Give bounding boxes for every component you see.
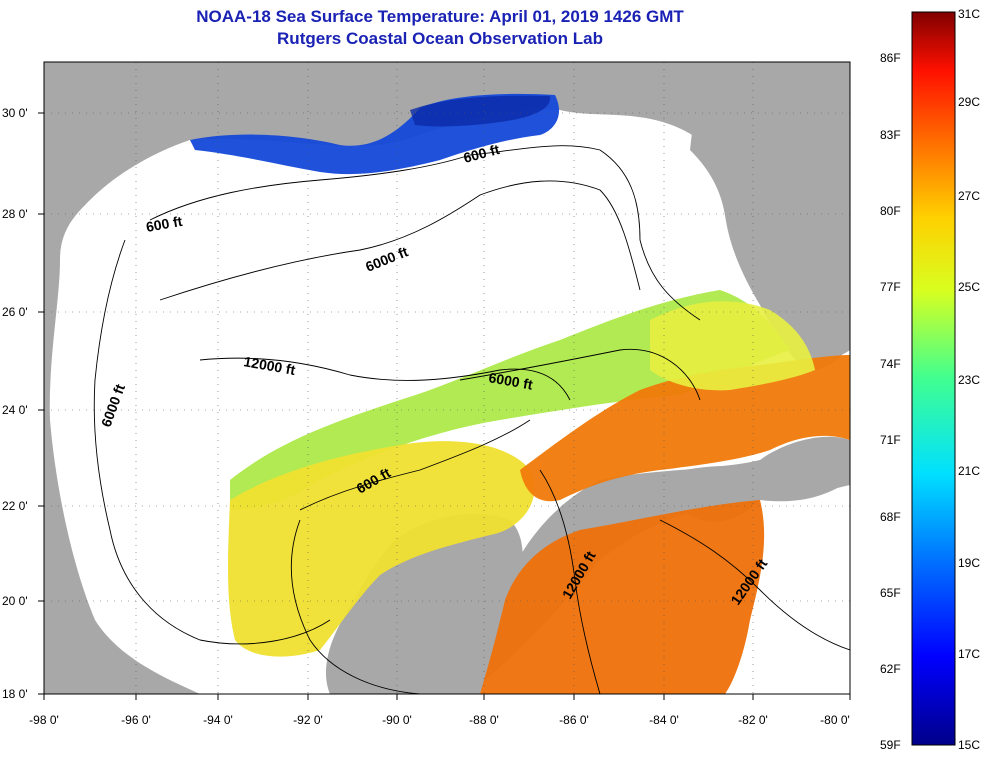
x-tick-label: -82 0' [738, 713, 768, 727]
colorbar-c-label: 21C [958, 464, 980, 478]
cuba-island [640, 465, 850, 522]
colorbar-f-label: 65F [880, 586, 901, 600]
x-tick-label: -88 0' [469, 713, 499, 727]
colorbar-c-label: 31C [958, 7, 980, 21]
florida-peninsula [690, 62, 850, 371]
colorbar-f-label: 80F [880, 204, 901, 218]
plot-frame [43, 61, 851, 695]
contour-600ft [149, 145, 701, 321]
colorbar-c-label: 29C [958, 95, 980, 109]
y-tick-label: 30 0' [2, 106, 28, 120]
sst-orange-zone-south [480, 500, 765, 694]
x-tick-label: -98 0' [29, 713, 59, 727]
contour-6000ft-central [159, 180, 641, 301]
contour-12000ft-south-b [659, 519, 850, 651]
contour-label: 600 ft [145, 213, 184, 235]
colorbar-f-label: 77F [880, 280, 901, 294]
colorbar-f-label: 62F [880, 662, 901, 676]
x-tick-label: -96 0' [121, 713, 151, 727]
y-tick-label: 20 0' [2, 594, 28, 608]
colorbar-f-label: 59F [880, 738, 901, 752]
colorbar-f-label: 86F [880, 51, 901, 65]
depth-contours [93, 145, 850, 694]
colorbar-c-label: 19C [958, 556, 980, 570]
x-tick-label: -84 0' [649, 713, 679, 727]
colorbar-c-label: 25C [958, 280, 980, 294]
yucatan-peninsula [325, 513, 523, 694]
sst-orange-zone [520, 355, 850, 502]
x-axis-ticks [43, 694, 851, 700]
colorbar-c-label: 17C [958, 647, 980, 661]
colorbar [911, 11, 956, 746]
colorbar-c-label: 15C [958, 738, 980, 752]
x-tick-label: -90 0' [382, 713, 412, 727]
x-tick-label: -80 0' [820, 713, 850, 727]
sst-yellow-zone [227, 441, 535, 657]
map-subtitle: Rutgers Coastal Ocean Observation Lab [277, 29, 603, 48]
y-tick-label: 22 0' [2, 499, 28, 513]
contour-label: 6000 ft [487, 369, 534, 393]
y-tick-label: 24 0' [2, 403, 28, 417]
sst-yellow-east [650, 301, 815, 391]
x-tick-label: -86 0' [559, 713, 589, 727]
map-title: NOAA-18 Sea Surface Temperature: April 0… [196, 7, 684, 26]
colorbar-f-label: 71F [880, 433, 901, 447]
colorbar-c-label: 27C [958, 189, 980, 203]
contour-12000ft-south-a [539, 469, 601, 694]
x-tick-label: -94 0' [203, 713, 233, 727]
graticule [44, 62, 850, 694]
y-tick-label: 18 0' [2, 687, 28, 701]
contour-6000ft-west [93, 239, 331, 645]
contour-12000ft [199, 357, 571, 401]
sst-cold-accent [410, 95, 551, 127]
colorbar-f-label: 74F [880, 357, 901, 371]
y-axis-ticks [38, 112, 44, 695]
contour-shelf-south [290, 519, 421, 694]
colorbar-c-label: 23C [958, 373, 980, 387]
contour-600ft-south [299, 419, 531, 511]
x-tick-label: -92 0' [293, 713, 323, 727]
colorbar-f-label: 68F [880, 510, 901, 524]
y-tick-label: 28 0' [2, 207, 28, 221]
y-tick-label: 26 0' [2, 305, 28, 319]
contour-6000ft-east [459, 348, 701, 401]
colorbar-f-label: 83F [880, 128, 901, 142]
